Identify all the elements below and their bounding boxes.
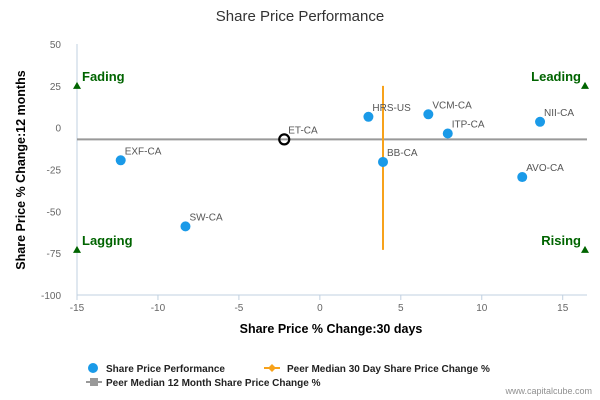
x-tick-label: -5 [234, 303, 243, 314]
y-tick-label: -50 [47, 207, 62, 218]
y-tick-label: -100 [41, 291, 61, 302]
quadrant-label-bottom-left: Lagging [82, 233, 133, 248]
data-point-label: NII-CA [544, 108, 574, 119]
y-tick-label: 25 [50, 82, 62, 93]
chart-title: Share Price Performance [216, 8, 384, 25]
y-tick-label: 0 [55, 124, 61, 135]
legend-marker-30d [268, 364, 276, 372]
y-tick-label: -75 [47, 249, 62, 260]
data-point-label: EXF-CA [125, 146, 162, 157]
quadrant-label-top-left: Fading [82, 69, 125, 84]
data-point-avo-ca[interactable] [517, 172, 528, 183]
legend-label-series: Share Price Performance [106, 364, 225, 375]
data-point-bb-ca[interactable] [378, 156, 388, 167]
legend-marker-12m [90, 378, 98, 386]
quadrant-marker-top-right [581, 81, 589, 89]
x-tick-label: 5 [398, 303, 404, 314]
credit-text: www.capitalcube.com [504, 386, 592, 396]
legend-marker-series [88, 363, 98, 373]
legend-item-peer-median-12m[interactable]: Peer Median 12 Month Share Price Change … [86, 378, 321, 389]
data-point-hrs-us[interactable] [363, 111, 374, 122]
quadrant-label-top-right: Leading [531, 69, 581, 84]
y-tick-label: -25 [47, 166, 62, 177]
x-tick-label: 10 [476, 303, 488, 314]
data-point-label: SW-CA [189, 212, 222, 223]
reference-lines [77, 85, 587, 250]
legend-label-12m: Peer Median 12 Month Share Price Change … [106, 378, 321, 389]
data-point-label: AVO-CA [526, 163, 564, 174]
data-point-nii-ca[interactable] [535, 116, 546, 127]
data-point-itp-ca[interactable] [442, 128, 453, 139]
data-point-label: BB-CA [387, 148, 418, 159]
x-tick-label: 15 [557, 303, 569, 314]
y-tick-label: 50 [50, 40, 62, 51]
quadrant-labels: Fading Leading Lagging Rising [73, 69, 589, 253]
quadrant-label-bottom-right: Rising [541, 233, 581, 248]
highlight-point-label: ET-CA [288, 125, 318, 136]
legend: Share Price Performance Peer Median 30 D… [86, 363, 490, 389]
data-point-vcm-ca[interactable] [423, 109, 434, 120]
quadrant-marker-top-left [73, 81, 81, 89]
quadrant-marker-bottom-left [73, 245, 81, 253]
legend-label-30d: Peer Median 30 Day Share Price Change % [287, 364, 490, 375]
data-point-label: ITP-CA [452, 120, 485, 131]
data-point-sw-ca[interactable] [180, 221, 191, 232]
x-tick-label: 0 [317, 303, 323, 314]
y-axis-title: Share Price % Change:12 months [14, 70, 28, 269]
data-point-label: HRS-US [372, 103, 411, 114]
quadrant-marker-bottom-right [581, 245, 589, 253]
x-tick-label: -15 [70, 303, 85, 314]
legend-item-peer-median-30d[interactable]: Peer Median 30 Day Share Price Change % [264, 364, 490, 375]
highlight-point-et-ca[interactable] [278, 133, 291, 146]
legend-item-share-price-performance[interactable]: Share Price Performance [88, 363, 225, 375]
x-axis-title: Share Price % Change:30 days [240, 322, 423, 336]
data-point-exf-ca[interactable] [115, 155, 126, 166]
data-point-label: VCM-CA [432, 100, 472, 111]
x-tick-label: -10 [151, 303, 166, 314]
data-points: HRS-US VCM-CA ITP-CA NII-CA BB-CA AVO-CA EXF-C… [115, 100, 574, 232]
